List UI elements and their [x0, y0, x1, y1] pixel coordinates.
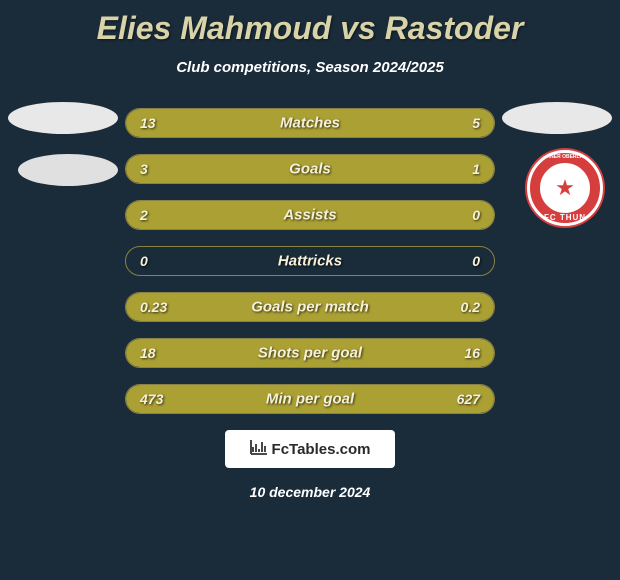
- stat-value-right: 1: [472, 161, 480, 177]
- stat-bar: 13 Matches 5: [125, 108, 495, 138]
- logo-star-icon: ★: [555, 175, 575, 201]
- stat-label: Hattricks: [278, 253, 342, 270]
- subtitle: Club competitions, Season 2024/2025: [0, 59, 620, 76]
- stat-value-right: 627: [457, 391, 480, 407]
- stat-bar: 0.23 Goals per match 0.2: [125, 292, 495, 322]
- stat-value-right: 0: [472, 253, 480, 269]
- stat-value-left: 3: [140, 161, 148, 177]
- stat-value-right: 5: [472, 115, 480, 131]
- stat-value-right: 0: [472, 207, 480, 223]
- page-title: Elies Mahmoud vs Rastoder: [0, 0, 620, 47]
- stat-label: Goals per match: [251, 299, 369, 316]
- stat-label: Shots per goal: [258, 345, 362, 362]
- player-right-badge-1: [502, 102, 612, 134]
- club-logo-right: BERNER OBERLAND ★ FC THUN: [525, 148, 605, 228]
- stat-bar: 3 Goals 1: [125, 154, 495, 184]
- player-left-badge-1: [8, 102, 118, 134]
- stat-value-left: 2: [140, 207, 148, 223]
- logo-text-top: BERNER OBERLAND: [540, 154, 591, 160]
- stat-value-left: 13: [140, 115, 156, 131]
- bar-left-fill: [126, 109, 391, 137]
- chart-icon: [250, 439, 268, 460]
- stat-bar: 473 Min per goal 627: [125, 384, 495, 414]
- stat-value-left: 0.23: [140, 299, 167, 315]
- stat-label: Matches: [280, 115, 340, 132]
- logo-text-main: FC THUN: [544, 213, 586, 222]
- date-text: 10 december 2024: [0, 484, 620, 500]
- stats-area: BERNER OBERLAND ★ FC THUN 13 Matches 5 3 Goa…: [0, 108, 620, 414]
- stat-bar: 18 Shots per goal 16: [125, 338, 495, 368]
- stat-value-left: 0: [140, 253, 148, 269]
- stat-label: Goals: [289, 161, 331, 178]
- stat-bar: 0 Hattricks 0: [125, 246, 495, 276]
- stat-value-right: 0.2: [461, 299, 480, 315]
- stat-value-right: 16: [464, 345, 480, 361]
- player-left-badge-2: [18, 154, 118, 186]
- watermark: FcTables.com: [225, 430, 395, 468]
- bar-left-fill: [126, 155, 402, 183]
- stat-bar: 2 Assists 0: [125, 200, 495, 230]
- stat-label: Assists: [283, 207, 336, 224]
- stat-value-left: 473: [140, 391, 163, 407]
- bars-container: 13 Matches 5 3 Goals 1 2 Assists 0 0 Hattricks 0 0.2…: [125, 108, 495, 414]
- stat-value-left: 18: [140, 345, 156, 361]
- watermark-text: FcTables.com: [272, 441, 371, 458]
- stat-label: Min per goal: [266, 391, 354, 408]
